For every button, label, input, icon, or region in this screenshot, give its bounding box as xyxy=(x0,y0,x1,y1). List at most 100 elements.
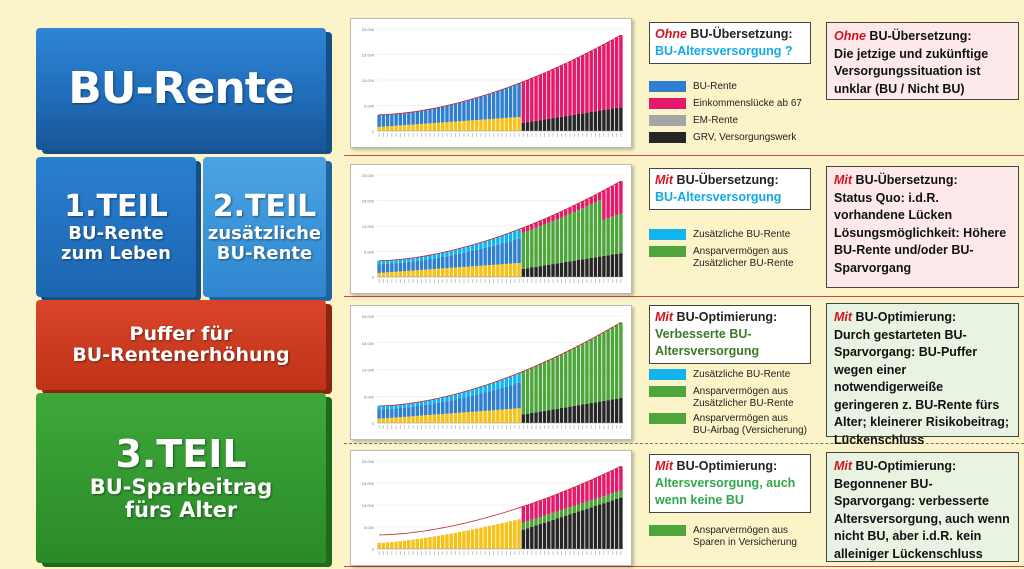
chart-bar-segment xyxy=(394,259,398,264)
chart-bar-segment xyxy=(457,398,462,413)
x-tick xyxy=(450,425,452,429)
chart-bar-segment xyxy=(483,241,487,248)
chart-bar-segment xyxy=(407,258,411,262)
chart-bar-segment xyxy=(411,539,415,549)
chart-bar-segment xyxy=(606,188,610,219)
chart-bar-segment xyxy=(377,272,381,277)
x-tick xyxy=(493,133,495,137)
x-tick xyxy=(425,425,427,429)
chart-bar-segment xyxy=(576,203,581,211)
chart-bar-segment xyxy=(614,253,619,277)
y-tick-label: 10.000 xyxy=(362,78,375,83)
x-tick xyxy=(611,425,613,429)
chart-bar-segment xyxy=(542,72,547,120)
chart-bar-segment xyxy=(513,239,517,264)
chart-bar-segment xyxy=(614,468,619,492)
chart-bar-segment xyxy=(580,208,585,260)
chart-bar-segment xyxy=(424,415,428,423)
chart-bar-segment xyxy=(559,492,564,511)
chart-bar-segment xyxy=(419,405,424,416)
chart-bar-segment xyxy=(568,115,572,131)
row-1-legend: BU-Rente Einkommenslücke ab 67 EM-Rente … xyxy=(649,78,829,146)
chart-bar-segment xyxy=(585,403,589,423)
chart-bar-segment xyxy=(491,524,496,549)
teil-1-line-2: zum Leben xyxy=(61,242,171,264)
chart-bar-segment xyxy=(390,263,394,273)
chart-bar-segment xyxy=(551,221,555,265)
chart-bar-segment xyxy=(619,490,623,498)
x-tick xyxy=(565,551,567,555)
chart-bar-segment xyxy=(559,65,564,117)
x-tick xyxy=(544,279,545,283)
chart-bar-segment xyxy=(424,255,428,260)
x-tick xyxy=(391,279,393,283)
chart-bar-segment xyxy=(500,523,504,549)
x-tick xyxy=(522,133,524,137)
chart-bar-segment xyxy=(517,117,521,131)
chart-bar-segment xyxy=(504,386,509,410)
chart-bar-segment xyxy=(589,204,593,258)
chart-bar-segment xyxy=(530,526,534,549)
chart-bar-segment xyxy=(547,410,551,423)
row-separator xyxy=(344,296,1024,297)
chart-bar-segment xyxy=(483,247,487,266)
chart-bar-segment xyxy=(432,399,436,404)
chart-bar-segment xyxy=(521,232,526,269)
chart-bar-segment xyxy=(457,248,462,254)
chart-bar-segment xyxy=(449,400,453,414)
x-tick xyxy=(535,551,537,555)
chart-bar-segment xyxy=(593,478,598,499)
y-tick-label: 20.000 xyxy=(362,459,375,464)
chart-bar-segment xyxy=(521,529,526,549)
chart-bar-segment xyxy=(547,71,551,119)
chart-bar-segment xyxy=(424,123,428,131)
chart-bar-segment xyxy=(538,411,543,423)
row-3-description: Mit BU-Optimierung: Durch gestarteten BU… xyxy=(826,303,1019,447)
chart-bar-segment xyxy=(470,98,475,121)
row-3-question-box: Mit BU-Optimierung: Verbesserte BU-Alter… xyxy=(649,305,811,364)
chart-bar-segment xyxy=(547,497,551,515)
chart-bar-segment xyxy=(394,541,398,549)
x-tick xyxy=(573,279,575,283)
x-tick xyxy=(425,133,427,137)
chart-bar-segment xyxy=(513,384,517,409)
row-1: 20.000 15.000 10.000 5.000 0 Ohne BU-Überset… xyxy=(344,0,1024,155)
x-tick xyxy=(497,133,499,137)
chart-bar-segment xyxy=(559,354,564,409)
row-separator xyxy=(344,443,1024,444)
chart-bar-segment xyxy=(483,526,487,549)
x-tick xyxy=(433,279,435,283)
chart-bar-segment xyxy=(487,246,492,266)
chart-bar-segment xyxy=(436,268,441,277)
chart-bar-segment xyxy=(521,506,526,523)
chart-bar-segment xyxy=(415,111,420,125)
chart-bar-segment xyxy=(445,396,449,402)
x-tick xyxy=(404,551,405,555)
legend-swatch xyxy=(649,115,686,126)
chart-bar-segment xyxy=(589,507,593,549)
x-tick xyxy=(607,279,609,283)
chart-bar-segment xyxy=(402,540,407,549)
legend-label: Einkommenslücke ab 67 xyxy=(693,98,802,109)
x-tick xyxy=(569,425,571,429)
chart-bar-segment xyxy=(445,105,449,123)
chart-bar-segment xyxy=(530,503,534,520)
chart-bar-segment xyxy=(377,542,381,549)
x-tick xyxy=(505,551,507,555)
x-tick xyxy=(459,133,461,137)
chart-bar-segment xyxy=(559,262,564,277)
chart-bar-segment xyxy=(559,211,564,218)
y-tick-label: 15.000 xyxy=(362,341,375,346)
chart-bar-segment xyxy=(453,254,458,268)
x-tick xyxy=(484,133,486,137)
x-tick xyxy=(607,425,609,429)
legend-item: Ansparvermögen aus xyxy=(649,383,829,400)
chart-bar-segment xyxy=(466,266,470,277)
chart-bar-segment xyxy=(589,403,593,423)
chart-bar-segment xyxy=(585,206,589,259)
chart-bar-segment xyxy=(407,416,411,423)
legend-swatch xyxy=(649,132,686,143)
chart-bar-segment xyxy=(466,100,470,121)
x-tick xyxy=(578,133,579,137)
chart-bar-segment xyxy=(564,490,568,509)
